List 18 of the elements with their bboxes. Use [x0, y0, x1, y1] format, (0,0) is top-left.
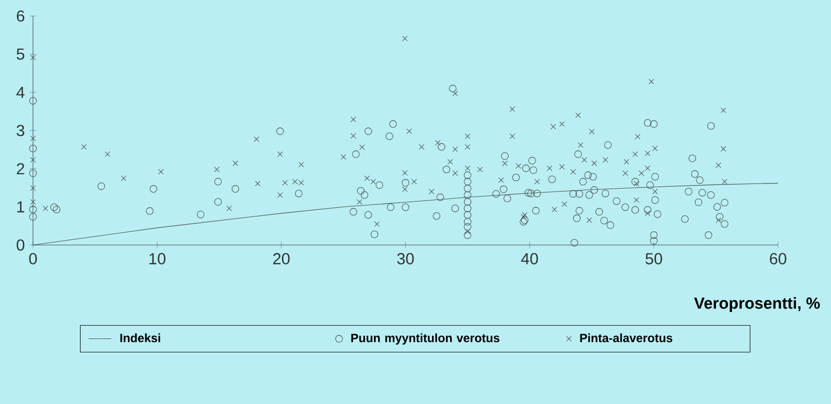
legend-label: Pinta-alaverotus: [580, 333, 672, 342]
y-tick-label: 1: [17, 201, 24, 212]
x-tick-label: 10: [149, 253, 166, 264]
legend-label: Puun myyntitulon verotus: [351, 333, 500, 345]
y-tick-label: 3: [16, 124, 24, 136]
x-tick-label: 40: [521, 253, 538, 264]
legend-label: Indeksi: [120, 333, 160, 342]
y-tick-label: 5: [16, 48, 24, 60]
y-tick-label: 0: [16, 239, 24, 251]
x-tick-label: 20: [273, 253, 290, 264]
y-tick-label: 6: [16, 10, 24, 22]
x-axis-title: Veroprosentti, %: [694, 297, 820, 312]
y-tick-label: 2: [16, 163, 24, 174]
x-tick-label: 60: [770, 253, 786, 264]
x-tick-label: 0: [29, 253, 37, 264]
y-tick-label: 4: [16, 86, 24, 98]
x-tick-label: 50: [646, 253, 662, 264]
x-tick-label: 30: [397, 253, 414, 264]
